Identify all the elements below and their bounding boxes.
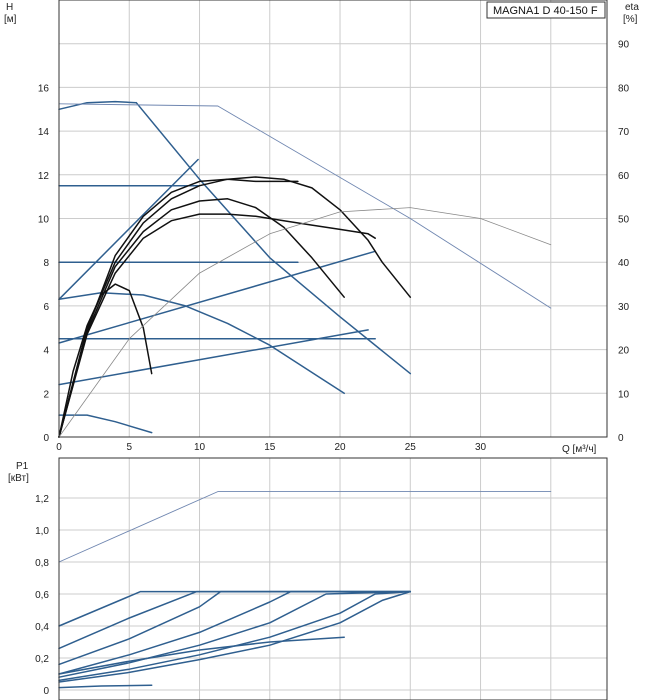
top-x-tick-label: 30 [475,442,487,453]
legend-box [486,1,606,19]
top-y-tick-label: 6 [43,302,49,313]
top-ylabel-line2: [м] [4,14,17,25]
top-plot-frame [58,0,608,438]
top-x-tick-label: 10 [194,442,206,453]
bottom-plot-frame [58,457,608,700]
bottom-series-line [58,590,412,666]
bottom-series-line [58,590,412,683]
top-series-line [58,103,219,107]
top-series-line [58,250,376,344]
head-efficiency-chart: 0 5 10 15 20 25 30 0 2 4 6 8 10 12 14 16 0 10 20 30 40 50 60… [4,0,639,455]
top-y-tick-label: 4 [43,346,49,357]
top-y-tick-label: 16 [38,83,50,94]
top-x-tick-label: 15 [264,442,276,453]
top-y2-tick-label: 70 [618,127,630,138]
top-y-ticks: 0 2 4 6 8 10 12 14 16 [38,83,50,444]
bottom-ylabel-line2: [кВт] [8,473,29,484]
top-y-tick-label: 14 [38,127,50,138]
top-y2label-line1: eta [625,2,639,13]
bottom-series-line [58,491,552,563]
top-series [58,100,552,438]
top-y2-tick-label: 80 [618,83,630,94]
top-series-line [217,105,552,309]
top-series-line [58,414,153,434]
top-series-line [58,176,412,438]
top-y2-tick-label: 20 [618,346,630,357]
bottom-series-line [58,590,412,682]
top-x-tick-label: 25 [405,442,417,453]
bottom-y-tick-label: 0,4 [35,622,49,633]
top-ylabel-line1: H [6,2,13,13]
bottom-y-ticks: 0 0,2 0,4 0,6 0,8 1,0 1,2 [35,494,49,697]
top-series-line [135,101,412,375]
bottom-series-line [58,684,153,689]
bottom-y-tick-label: 0,2 [35,654,49,665]
bottom-y-tick-label: 0,8 [35,558,49,569]
top-y-tick-label: 8 [43,258,49,269]
top-y2-tick-label: 90 [618,40,630,51]
top-y2label-line2: [%] [623,14,638,25]
top-x-tick-label: 0 [56,442,62,453]
top-y2-tick-label: 0 [618,433,624,444]
bottom-y-tick-label: 1,0 [35,526,49,537]
top-series-line [58,329,369,386]
bottom-grid [59,458,607,700]
bottom-series [58,491,552,689]
bottom-series-line [58,590,412,650]
top-y2-tick-label: 60 [618,171,630,182]
power-chart: 0 0,2 0,4 0,6 0,8 1,0 1,2 P1 [кВт] [8,457,608,700]
top-x-tick-label: 5 [126,442,132,453]
bottom-y-tick-label: 0,6 [35,590,49,601]
top-y2-tick-label: 50 [618,215,630,226]
top-series-line [58,158,199,301]
top-y-tick-label: 10 [38,215,50,226]
top-x-tick-label: 20 [334,442,346,453]
legend-label: MAGNA1 D 40-150 F [493,5,598,17]
top-y-tick-label: 12 [38,171,50,182]
bottom-y-tick-label: 0 [43,686,49,697]
top-y-tick-label: 0 [43,433,49,444]
bottom-series-line [58,590,412,627]
bottom-series-line [58,590,412,678]
bottom-series-line [58,636,345,675]
top-y-tick-label: 2 [43,389,49,400]
top-series-line [58,100,138,111]
bottom-series-line [58,590,412,675]
top-series-line [58,207,552,438]
top-series-line [58,178,299,438]
top-y2-tick-label: 10 [618,389,630,400]
top-series-line [58,283,153,438]
top-y2-tick-label: 30 [618,302,630,313]
top-y2-tick-label: 40 [618,258,630,269]
bottom-y-tick-label: 1,2 [35,494,49,505]
top-x-ticks: 0 5 10 15 20 25 30 [56,442,486,453]
top-series-line [58,292,345,395]
top-series-line [58,198,345,438]
top-series-line [58,213,376,438]
top-y2-ticks: 0 10 20 30 40 50 60 70 80 90 [618,40,630,444]
bottom-ylabel-line1: P1 [16,461,29,472]
top-xlabel: Q [м³/ч] [562,444,597,455]
